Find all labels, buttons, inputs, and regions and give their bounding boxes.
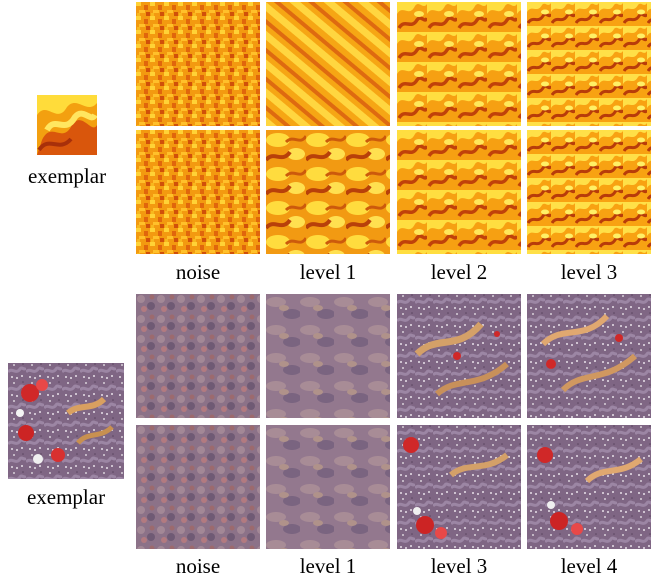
floral-level1-sample-2 — [266, 425, 390, 549]
fire-column-label-level3: level 3 — [560, 260, 618, 284]
fire-noise-sample-2 — [136, 130, 260, 254]
floral-level4-sample-1 — [527, 294, 651, 418]
fire-level3-sample-1 — [527, 2, 651, 126]
floral-column-label-level3: level 3 — [430, 554, 488, 578]
floral-column-label-level1: level 1 — [299, 554, 357, 578]
fire-exemplar-label: exemplar — [27, 164, 107, 188]
fire-column-label-level2: level 2 — [430, 260, 488, 284]
fire-column-label-level1: level 1 — [299, 260, 357, 284]
fire-column-label-noise: noise — [175, 260, 221, 284]
fire-level1-sample-1 — [266, 2, 390, 126]
floral-exemplar-label: exemplar — [26, 485, 106, 509]
floral-column-label-level4: level 4 — [560, 554, 618, 578]
floral-level3-sample-1 — [397, 294, 521, 418]
fire-level2-sample-1 — [397, 2, 521, 126]
fire-level3-sample-2 — [527, 130, 651, 254]
floral-level3-sample-2 — [397, 425, 521, 549]
floral-noise-sample-1 — [136, 294, 260, 418]
fire-level2-sample-2 — [397, 130, 521, 254]
floral-level4-sample-2 — [527, 425, 651, 549]
floral-level1-sample-1 — [266, 294, 390, 418]
floral-column-label-noise: noise — [175, 554, 221, 578]
fire-exemplar-image — [37, 95, 97, 155]
fire-noise-sample-1 — [136, 2, 260, 126]
floral-exemplar-image — [8, 363, 124, 479]
fire-level1-sample-2 — [266, 130, 390, 254]
floral-noise-sample-2 — [136, 425, 260, 549]
